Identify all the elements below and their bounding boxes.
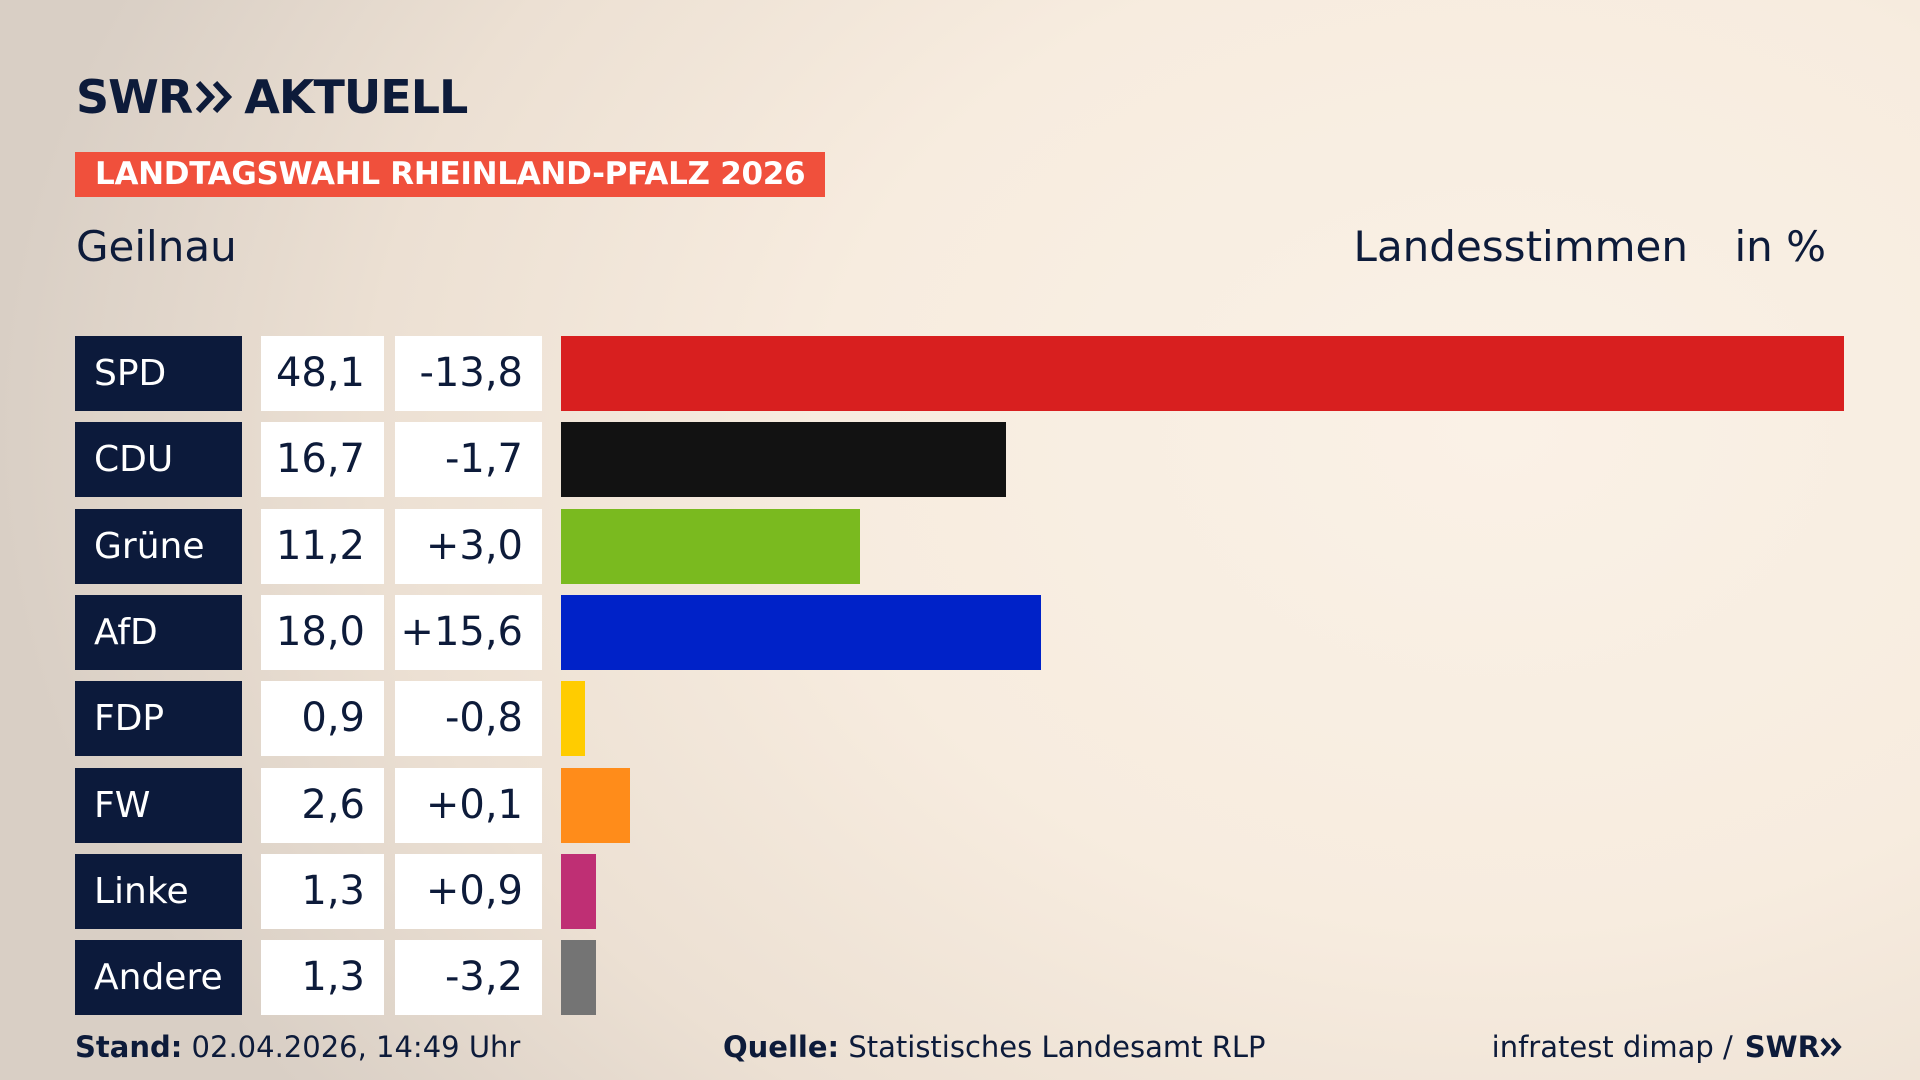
value-label: 0,9: [261, 681, 384, 757]
bar-grüne: [561, 508, 860, 584]
source-label: Quelle:: [723, 1030, 840, 1064]
location-title: Geilnau: [76, 222, 237, 271]
party-label: Andere: [75, 940, 242, 1016]
bar-fw: [561, 767, 631, 843]
vote-type-label: Landesstimmen: [1353, 222, 1688, 271]
credit-text: infratest dimap /: [1491, 1030, 1733, 1064]
change-label: +15,6: [395, 594, 542, 670]
source-value: Statistisches Landesamt RLP: [848, 1030, 1266, 1064]
change-label: -0,8: [395, 681, 542, 757]
change-label: -3,2: [395, 940, 542, 1016]
footer-stand: Stand: 02.04.2026, 14:49 Uhr: [75, 1030, 520, 1064]
stand-label: Stand:: [75, 1030, 183, 1064]
change-label: +3,0: [395, 508, 542, 584]
party-label: FW: [75, 767, 242, 843]
unit-label: in %: [1734, 222, 1826, 271]
value-label: 48,1: [261, 336, 384, 411]
bar-fdp: [561, 681, 585, 757]
election-tag: LANDTAGSWAHL RHEINLAND-PFALZ 2026: [75, 152, 826, 197]
change-label: -13,8: [395, 336, 542, 411]
value-label: 18,0: [261, 594, 384, 670]
bar-cdu: [561, 422, 1007, 498]
party-label: AfD: [75, 594, 242, 670]
party-label: Linke: [75, 853, 242, 929]
party-label: CDU: [75, 422, 242, 498]
swr-aktuell-logo: SWR AKTUELL: [76, 70, 468, 124]
bar-andere: [561, 940, 596, 1016]
party-label: Grüne: [75, 508, 242, 584]
change-label: +0,1: [395, 767, 542, 843]
value-label: 16,7: [261, 422, 384, 498]
logo-name: AKTUELL: [244, 70, 468, 124]
change-label: +0,9: [395, 853, 542, 929]
value-label: 11,2: [261, 508, 384, 584]
value-label: 1,3: [261, 853, 384, 929]
party-label: FDP: [75, 681, 242, 757]
bar-afd: [561, 594, 1042, 670]
bar-linke: [561, 853, 596, 929]
value-label: 1,3: [261, 940, 384, 1016]
party-label: SPD: [75, 336, 242, 411]
double-chevron-icon: [196, 80, 233, 114]
change-label: -1,7: [395, 422, 542, 498]
double-chevron-icon: [1820, 1037, 1842, 1057]
footer-credit: infratest dimap / SWR: [1492, 1030, 1844, 1064]
bar-spd: [561, 336, 1844, 411]
stand-value: 02.04.2026, 14:49 Uhr: [191, 1030, 521, 1064]
footer-source: Quelle: Statistisches Landesamt RLP: [723, 1030, 1266, 1064]
logo-brand: SWR: [76, 70, 193, 124]
credit-brand: SWR: [1744, 1030, 1820, 1064]
value-label: 2,6: [261, 767, 384, 843]
